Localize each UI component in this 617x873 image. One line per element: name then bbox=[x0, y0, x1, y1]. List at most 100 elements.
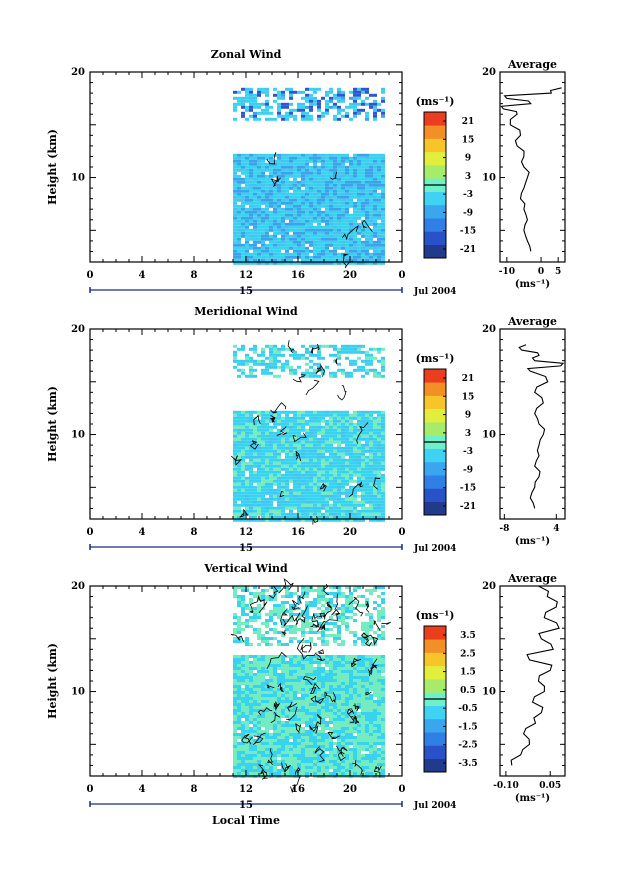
heatmap-cell bbox=[373, 156, 377, 160]
heatmap-cell bbox=[269, 464, 273, 468]
x-tick-label: 16 bbox=[291, 270, 305, 281]
heatmap-cell bbox=[357, 455, 361, 459]
heatmap-cell bbox=[289, 159, 293, 163]
heatmap-cell bbox=[277, 207, 281, 211]
heatmap-cell bbox=[353, 159, 357, 163]
heatmap-cell bbox=[245, 159, 249, 163]
heatmap-cell bbox=[325, 102, 329, 106]
heatmap-cell bbox=[277, 410, 281, 414]
heatmap-cell bbox=[373, 153, 377, 157]
heatmap-cell bbox=[237, 476, 241, 480]
heatmap-cell bbox=[321, 772, 325, 775]
heatmap-cell bbox=[273, 464, 277, 468]
heatmap-cell bbox=[341, 592, 345, 595]
heatmap-cell bbox=[297, 90, 301, 94]
heatmap-cell bbox=[317, 622, 321, 625]
heatmap-cell bbox=[273, 413, 277, 417]
heatmap-cell bbox=[333, 458, 337, 462]
heatmap-cell bbox=[317, 721, 321, 724]
heatmap-cell bbox=[365, 192, 369, 196]
heatmap-cell bbox=[289, 192, 293, 196]
heatmap-cell bbox=[357, 252, 361, 256]
heatmap-cell bbox=[317, 195, 321, 199]
heatmap-cell bbox=[349, 464, 353, 468]
heatmap-cell bbox=[253, 700, 257, 703]
heatmap-cell bbox=[317, 153, 321, 157]
heatmap-cell bbox=[241, 766, 245, 769]
heatmap-cell bbox=[257, 461, 261, 465]
heatmap-cell bbox=[245, 105, 249, 109]
heatmap-cell bbox=[249, 216, 253, 220]
heatmap-cell bbox=[325, 437, 329, 441]
colorbar-swatch bbox=[424, 422, 446, 436]
heatmap-cell bbox=[353, 258, 357, 262]
heatmap-cell bbox=[277, 485, 281, 489]
heatmap-cell bbox=[233, 431, 237, 435]
heatmap-cell bbox=[297, 243, 301, 247]
heatmap-cell bbox=[317, 592, 321, 595]
heatmap-cell bbox=[253, 99, 257, 103]
heatmap-cell bbox=[289, 234, 293, 238]
y-tick-label: 10 bbox=[71, 173, 85, 184]
heatmap-cell bbox=[313, 670, 317, 673]
heatmap-cell bbox=[313, 168, 317, 172]
heatmap-cell bbox=[313, 216, 317, 220]
heatmap-cell bbox=[357, 246, 361, 250]
heatmap-cell bbox=[309, 700, 313, 703]
heatmap-cell bbox=[337, 162, 341, 166]
x-tick-label: 8 bbox=[191, 527, 198, 538]
heatmap-cell bbox=[313, 497, 317, 501]
heatmap-cell bbox=[277, 739, 281, 742]
heatmap-cell bbox=[325, 515, 329, 519]
heatmap-cell bbox=[381, 458, 385, 462]
heatmap-cell bbox=[361, 374, 365, 378]
heatmap-cell bbox=[313, 416, 317, 420]
heatmap-cell bbox=[317, 712, 321, 715]
heatmap-cell bbox=[233, 96, 237, 100]
heatmap-cell bbox=[281, 604, 285, 607]
heatmap-cell bbox=[317, 413, 321, 417]
heatmap-cell bbox=[253, 204, 257, 208]
heatmap-cell bbox=[345, 174, 349, 178]
heatmap-cell bbox=[301, 733, 305, 736]
heatmap-cell bbox=[301, 156, 305, 160]
heatmap-cell bbox=[233, 712, 237, 715]
heatmap-cell bbox=[249, 102, 253, 106]
heatmap-cell bbox=[301, 422, 305, 426]
heatmap-cell bbox=[297, 180, 301, 184]
heatmap-cell bbox=[325, 476, 329, 480]
heatmap-cell bbox=[281, 622, 285, 625]
heatmap-cell bbox=[297, 733, 301, 736]
heatmap-cell bbox=[337, 347, 341, 351]
heatmap-cell bbox=[293, 234, 297, 238]
heatmap-cell bbox=[337, 195, 341, 199]
heatmap-cell bbox=[349, 434, 353, 438]
heatmap-cell bbox=[345, 476, 349, 480]
heatmap-cell bbox=[241, 180, 245, 184]
heatmap-cell bbox=[277, 613, 281, 616]
heatmap-cell bbox=[369, 476, 373, 480]
heatmap-cell bbox=[265, 625, 269, 628]
heatmap-cell bbox=[293, 246, 297, 250]
heatmap-cell bbox=[333, 228, 337, 232]
heatmap-cell bbox=[317, 586, 321, 589]
heatmap-cell bbox=[373, 422, 377, 426]
heatmap-cell bbox=[253, 664, 257, 667]
heatmap-cell bbox=[317, 449, 321, 453]
profile-title: Average bbox=[507, 315, 557, 328]
heatmap-cell bbox=[293, 733, 297, 736]
heatmap-cell bbox=[333, 730, 337, 733]
heatmap-cell bbox=[257, 237, 261, 241]
heatmap-cell bbox=[361, 162, 365, 166]
heatmap-cell bbox=[245, 425, 249, 429]
heatmap-cell bbox=[257, 613, 261, 616]
heatmap-cell bbox=[289, 479, 293, 483]
heatmap-cell bbox=[241, 216, 245, 220]
heatmap-cell bbox=[345, 410, 349, 414]
heatmap-cell bbox=[241, 500, 245, 504]
heatmap-cell bbox=[233, 425, 237, 429]
heatmap-cell bbox=[257, 485, 261, 489]
heatmap-cell bbox=[253, 464, 257, 468]
heatmap-cell bbox=[261, 721, 265, 724]
heatmap-cell bbox=[297, 640, 301, 643]
